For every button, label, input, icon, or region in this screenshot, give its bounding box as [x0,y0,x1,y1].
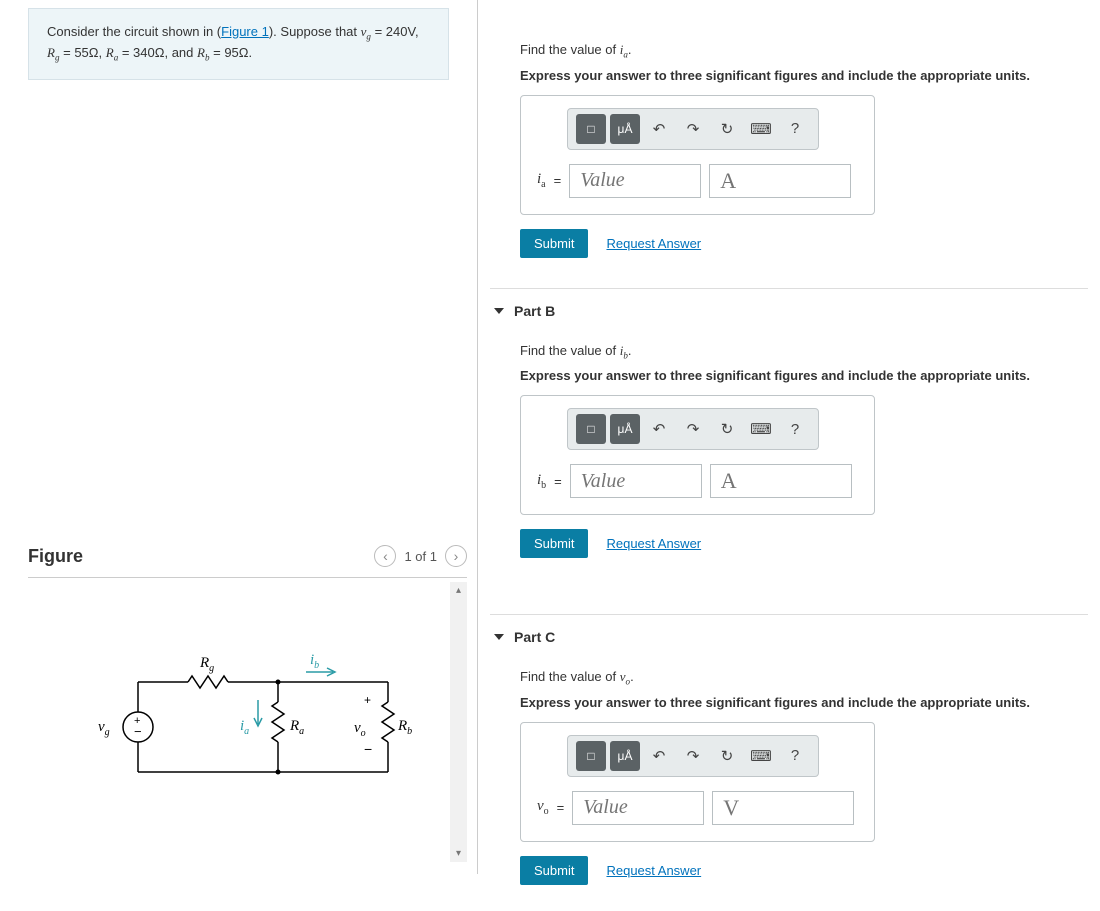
svg-text:vo: vo [354,720,366,739]
redo-button[interactable]: ↷ [678,741,708,771]
reset-button[interactable]: ↻ [712,114,742,144]
units-button[interactable]: μÅ [610,414,640,444]
submit-button-b[interactable]: Submit [520,529,588,558]
answer-box-a: □ μÅ ↶ ↷ ↻ ⌨ ? ia = [520,95,875,215]
figure-pager: ‹ 1 of 1 › [374,545,467,567]
figure-next-button[interactable]: › [445,545,467,567]
chevron-down-icon [494,634,504,640]
svg-text:ib: ib [310,652,319,671]
svg-text:Ra: Ra [289,718,304,737]
units-button[interactable]: μÅ [610,741,640,771]
fraction-button[interactable]: □ [576,114,606,144]
request-answer-c[interactable]: Request Answer [606,863,701,878]
answer-box-b: □ μÅ ↶ ↷ ↻ ⌨ ? ib = [520,395,875,515]
svg-text:Rg: Rg [199,655,214,674]
chevron-down-icon [494,308,504,314]
unit-input-b[interactable] [710,464,852,498]
toolbar-a: □ μÅ ↶ ↷ ↻ ⌨ ? [567,108,819,150]
undo-button[interactable]: ↶ [644,741,674,771]
help-button[interactable]: ? [780,114,810,144]
svg-text:−: − [134,724,142,739]
svg-text:vg: vg [98,719,110,738]
figure-scrollbar[interactable]: ▴ ▾ [450,582,467,862]
request-answer-b[interactable]: Request Answer [606,536,701,551]
request-answer-a[interactable]: Request Answer [606,236,701,251]
unit-input-a[interactable] [709,164,851,198]
reset-button[interactable]: ↻ [712,414,742,444]
part-a: Find the value of ia. Express your answe… [520,42,1088,258]
scroll-down-icon[interactable]: ▾ [450,845,467,862]
value-input-a[interactable] [569,164,701,198]
redo-button[interactable]: ↷ [678,114,708,144]
figure-canvas: + − vg Rg ia Ra ib + vo [28,582,467,862]
submit-button-a[interactable]: Submit [520,229,588,258]
svg-text:Rb: Rb [397,718,412,737]
part-b-header[interactable]: Part B [494,303,1088,319]
answer-box-c: □ μÅ ↶ ↷ ↻ ⌨ ? vo = [520,722,875,842]
value-input-c[interactable] [572,791,704,825]
keyboard-button[interactable]: ⌨ [746,741,776,771]
figure-pager-label: 1 of 1 [404,549,437,564]
help-button[interactable]: ? [780,741,810,771]
reset-button[interactable]: ↻ [712,741,742,771]
redo-button[interactable]: ↷ [678,414,708,444]
keyboard-button[interactable]: ⌨ [746,114,776,144]
keyboard-button[interactable]: ⌨ [746,414,776,444]
figure-prev-button[interactable]: ‹ [374,545,396,567]
units-button[interactable]: μÅ [610,114,640,144]
part-c-header[interactable]: Part C [494,629,1088,645]
undo-button[interactable]: ↶ [644,414,674,444]
undo-button[interactable]: ↶ [644,114,674,144]
figure-link[interactable]: Figure 1 [221,24,269,39]
help-button[interactable]: ? [780,414,810,444]
svg-text:−: − [364,741,372,757]
fraction-button[interactable]: □ [576,741,606,771]
svg-text:+: + [364,693,371,707]
figure-title: Figure [28,546,83,567]
scroll-up-icon[interactable]: ▴ [450,582,467,599]
value-input-b[interactable] [570,464,702,498]
unit-input-c[interactable] [712,791,854,825]
circuit-diagram: + − vg Rg ia Ra ib + vo [78,642,418,822]
submit-button-c[interactable]: Submit [520,856,588,885]
svg-text:ia: ia [240,718,249,737]
problem-text: Consider the circuit shown in (Figure 1)… [28,8,449,80]
fraction-button[interactable]: □ [576,414,606,444]
